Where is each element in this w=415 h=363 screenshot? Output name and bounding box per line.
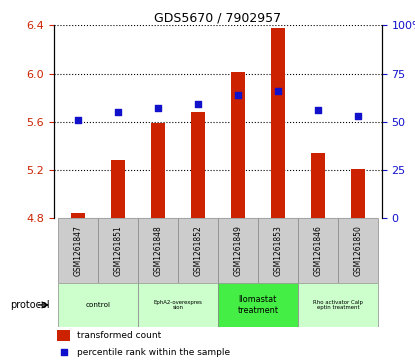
Bar bbox=[58, 283, 138, 327]
Bar bbox=[98, 218, 138, 283]
Text: transformed count: transformed count bbox=[77, 331, 161, 340]
Point bbox=[315, 107, 321, 113]
Point bbox=[275, 88, 281, 94]
Bar bbox=[231, 72, 245, 218]
Bar bbox=[311, 153, 325, 218]
Bar bbox=[258, 218, 298, 283]
Bar bbox=[298, 218, 338, 283]
Text: GSM1261851: GSM1261851 bbox=[113, 225, 122, 276]
Point bbox=[75, 117, 81, 123]
Bar bbox=[111, 160, 125, 218]
Bar bbox=[57, 330, 71, 341]
Bar bbox=[298, 283, 378, 327]
Text: GSM1261846: GSM1261846 bbox=[313, 225, 322, 276]
Bar bbox=[151, 123, 165, 218]
Point bbox=[234, 92, 241, 98]
Text: GSM1261850: GSM1261850 bbox=[353, 225, 362, 276]
Bar bbox=[271, 28, 285, 218]
Text: control: control bbox=[85, 302, 110, 308]
Point bbox=[61, 349, 67, 355]
Text: Ilomastat
treatment: Ilomastat treatment bbox=[237, 295, 278, 315]
Text: GSM1261848: GSM1261848 bbox=[154, 225, 162, 276]
Bar bbox=[191, 112, 205, 218]
Text: GSM1261849: GSM1261849 bbox=[233, 225, 242, 276]
Bar bbox=[218, 218, 258, 283]
Point bbox=[115, 109, 121, 115]
Text: GSM1261852: GSM1261852 bbox=[193, 225, 203, 276]
Title: GDS5670 / 7902957: GDS5670 / 7902957 bbox=[154, 11, 281, 24]
Point bbox=[154, 105, 161, 111]
Bar bbox=[178, 218, 218, 283]
Text: protocol: protocol bbox=[10, 300, 50, 310]
Bar bbox=[138, 283, 218, 327]
Bar bbox=[71, 213, 85, 218]
Text: Rho activator Calp
eptin treatment: Rho activator Calp eptin treatment bbox=[313, 299, 363, 310]
Text: percentile rank within the sample: percentile rank within the sample bbox=[77, 348, 230, 357]
Point bbox=[195, 101, 201, 107]
Text: EphA2-overexpres
sion: EphA2-overexpres sion bbox=[154, 299, 203, 310]
Bar bbox=[218, 283, 298, 327]
Point bbox=[354, 113, 361, 119]
Text: GSM1261847: GSM1261847 bbox=[73, 225, 83, 276]
Bar bbox=[138, 218, 178, 283]
Bar bbox=[338, 218, 378, 283]
Bar bbox=[58, 218, 98, 283]
Text: GSM1261853: GSM1261853 bbox=[273, 225, 282, 276]
Bar bbox=[351, 168, 365, 218]
